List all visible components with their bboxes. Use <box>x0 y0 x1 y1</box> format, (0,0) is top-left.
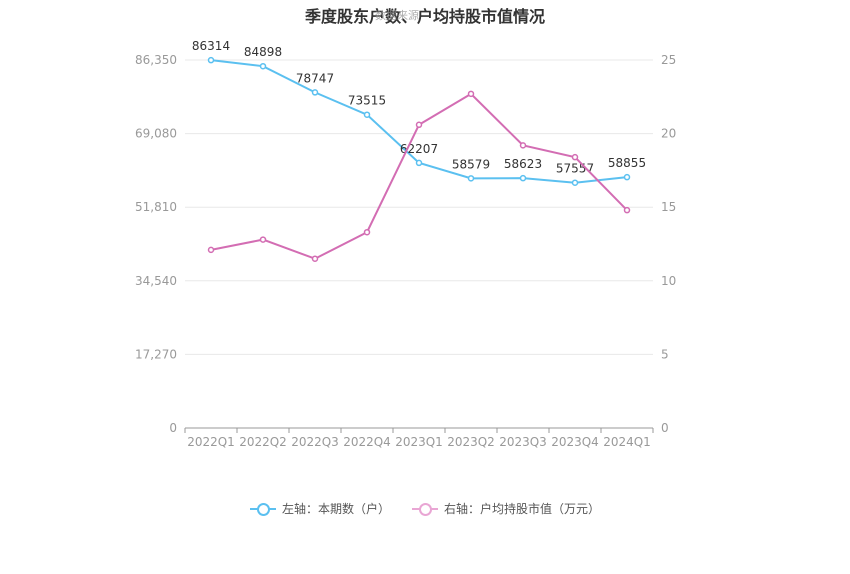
data-point <box>571 153 579 161</box>
y-tick-label-right: 5 <box>661 347 669 361</box>
y-tick-label-right: 15 <box>661 200 676 214</box>
legend-item-left-series[interactable]: 左轴：本期数（户） <box>249 500 390 517</box>
data-point <box>207 246 215 254</box>
data-label: 78747 <box>296 71 334 85</box>
x-tick-label: 2023Q4 <box>551 435 599 449</box>
data-point <box>571 179 579 186</box>
x-tick-label: 2023Q2 <box>447 435 495 449</box>
y-tick-label-left: 17,270 <box>135 347 177 361</box>
y-tick-label-right: 0 <box>661 421 669 435</box>
chart-title: 季度股东户数、户均持股市值情况 <box>304 7 545 26</box>
y-tick-label-right: 25 <box>661 53 676 67</box>
data-label: 57557 <box>556 162 594 176</box>
data-point <box>623 173 631 181</box>
series-line-market-value <box>210 92 628 260</box>
x-tick-label: 2022Q3 <box>291 435 339 449</box>
x-tick-label: 2024Q1 <box>603 435 651 449</box>
legend-label: 左轴：本期数（户） <box>281 502 390 516</box>
data-point <box>363 228 371 236</box>
data-point <box>311 255 319 262</box>
x-tick-label: 2022Q2 <box>239 435 287 449</box>
data-point <box>519 174 527 182</box>
x-tick-label: 2023Q1 <box>395 435 443 449</box>
x-tick-label: 2023Q3 <box>499 435 547 449</box>
legend: 左轴：本期数（户） 右轴：户均持股市值（万元） <box>0 500 850 517</box>
legend-marker-blue <box>249 502 276 516</box>
data-label: 58579 <box>452 157 490 171</box>
data-point <box>467 90 475 98</box>
data-point <box>259 236 267 243</box>
x-tick-label: 2022Q1 <box>187 435 235 449</box>
data-point <box>207 56 215 64</box>
watermark: 数据来源 <box>375 9 419 22</box>
y-tick-label-left: 69,080 <box>135 127 177 141</box>
data-point <box>259 62 267 70</box>
y-tick-label-left: 86,350 <box>135 53 177 67</box>
data-label: 84898 <box>244 45 282 59</box>
data-label: 86314 <box>192 39 230 53</box>
data-point <box>623 206 631 214</box>
data-point <box>415 121 423 129</box>
data-label: 58623 <box>504 157 542 171</box>
data-point <box>363 111 371 118</box>
data-label: 58855 <box>608 156 646 170</box>
y-tick-label-left: 34,540 <box>135 274 177 288</box>
data-label: 73515 <box>348 94 386 108</box>
data-point <box>467 175 475 182</box>
legend-marker-pink <box>412 502 438 516</box>
y-tick-label-left: 51,810 <box>135 200 177 214</box>
legend-label: 右轴：户均持股市值（万元） <box>444 502 601 516</box>
data-point <box>519 142 527 149</box>
y-tick-label-left: 0 <box>169 421 177 435</box>
x-tick-label: 2022Q4 <box>343 435 391 449</box>
data-point <box>415 159 423 167</box>
y-tick-label-right: 10 <box>661 274 676 288</box>
data-point <box>311 89 319 96</box>
y-tick-label-right: 20 <box>661 127 676 141</box>
legend-item-right-series[interactable]: 右轴：户均持股市值（万元） <box>412 500 600 517</box>
